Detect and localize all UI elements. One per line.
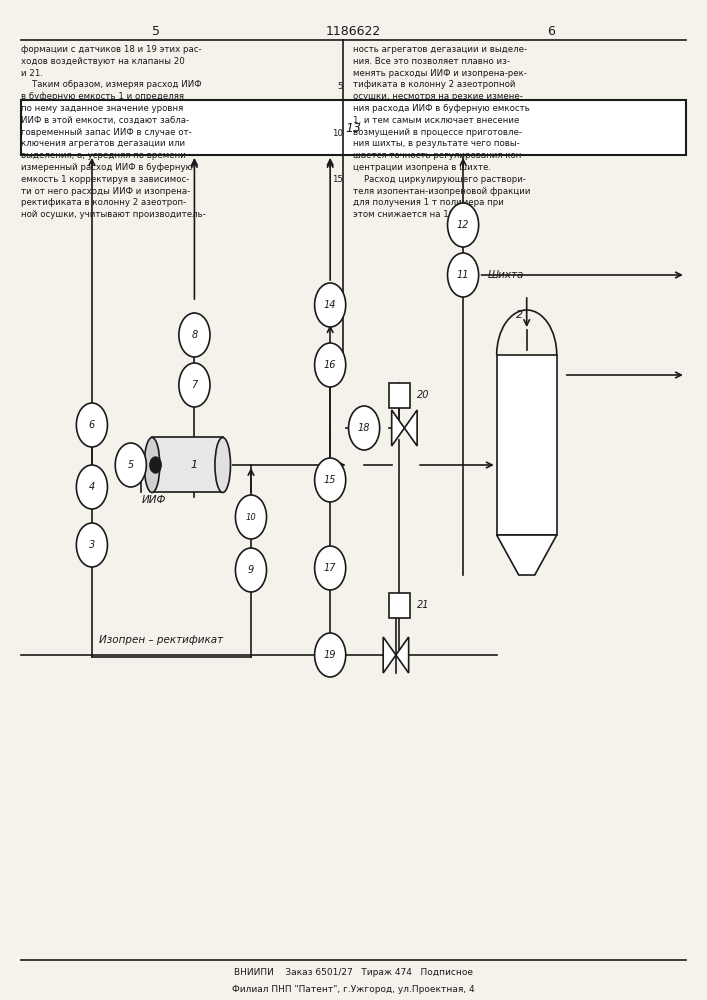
Circle shape	[315, 633, 346, 677]
Circle shape	[150, 457, 161, 473]
Text: 2: 2	[516, 310, 523, 320]
Text: 21: 21	[417, 600, 430, 610]
Circle shape	[76, 523, 107, 567]
Polygon shape	[404, 410, 417, 446]
Text: 1186622: 1186622	[326, 25, 381, 38]
Bar	[389, 382, 410, 408]
Text: Филиал ПНП "Патент", г.Ужгород, ул.Проектная, 4: Филиал ПНП "Патент", г.Ужгород, ул.Проек…	[232, 985, 475, 994]
Circle shape	[448, 203, 479, 247]
Circle shape	[235, 548, 267, 592]
Text: 8: 8	[192, 330, 197, 340]
Text: 16: 16	[324, 360, 337, 370]
Text: Шихта: Шихта	[488, 270, 524, 280]
Text: 9: 9	[248, 565, 254, 575]
Circle shape	[235, 495, 267, 539]
Text: ВНИИПИ    Заказ 6501/27   Тираж 474   Подписное: ВНИИПИ Заказ 6501/27 Тираж 474 Подписное	[234, 968, 473, 977]
Bar	[389, 592, 410, 617]
Bar	[152, 437, 223, 492]
Text: 6: 6	[547, 25, 556, 38]
Bar	[21, 100, 686, 155]
Circle shape	[315, 546, 346, 590]
Text: 4: 4	[89, 482, 95, 492]
Circle shape	[349, 406, 380, 450]
Circle shape	[315, 458, 346, 502]
Text: ИИФ: ИИФ	[141, 495, 165, 505]
Text: 6: 6	[89, 420, 95, 430]
Text: формации с датчиков 18 и 19 этих рас-
ходов воздействуют на клапаны 20
и 21.
   : формации с датчиков 18 и 19 этих рас- хо…	[21, 45, 206, 219]
Circle shape	[115, 443, 146, 487]
Bar	[496, 355, 556, 535]
Text: 7: 7	[192, 380, 197, 390]
Text: ность агрегатов дегазации и выделе-
ния. Все это позволяет плавно из-
менять рас: ность агрегатов дегазации и выделе- ния.…	[354, 45, 531, 219]
Text: 1: 1	[191, 460, 198, 470]
Text: 15: 15	[332, 175, 343, 184]
Ellipse shape	[215, 438, 230, 492]
Text: 3: 3	[89, 540, 95, 550]
Text: 11: 11	[457, 270, 469, 280]
Text: 19: 19	[324, 650, 337, 660]
Text: 5: 5	[151, 25, 160, 38]
Text: 10: 10	[332, 129, 343, 138]
Text: 10: 10	[245, 512, 257, 522]
Polygon shape	[383, 637, 396, 673]
Text: Изопрен – ректификат: Изопрен – ректификат	[99, 635, 223, 645]
Circle shape	[179, 363, 210, 407]
Circle shape	[448, 253, 479, 297]
Circle shape	[315, 343, 346, 387]
Text: 5: 5	[128, 460, 134, 470]
Text: 17: 17	[324, 563, 337, 573]
Polygon shape	[396, 637, 409, 673]
Polygon shape	[496, 535, 557, 575]
Circle shape	[76, 403, 107, 447]
Text: 20: 20	[417, 390, 430, 400]
Circle shape	[76, 465, 107, 509]
Text: 13: 13	[346, 121, 361, 134]
Text: 14: 14	[324, 300, 337, 310]
Polygon shape	[392, 410, 404, 446]
Circle shape	[315, 283, 346, 327]
Text: 5: 5	[337, 82, 343, 91]
Text: 15: 15	[324, 475, 337, 485]
Circle shape	[179, 313, 210, 357]
Text: 18: 18	[358, 423, 370, 433]
Text: 12: 12	[457, 220, 469, 230]
Ellipse shape	[144, 438, 160, 492]
